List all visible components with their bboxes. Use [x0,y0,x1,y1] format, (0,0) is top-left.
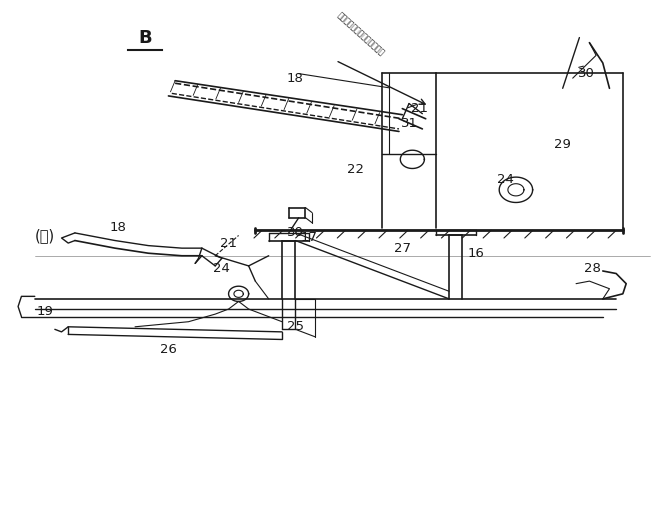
Text: 18: 18 [287,72,304,85]
Text: 18: 18 [110,221,127,234]
Text: 29: 29 [554,138,571,151]
Text: 24: 24 [213,262,230,275]
Text: 21: 21 [220,237,237,250]
Text: 19: 19 [36,305,53,318]
Text: 16: 16 [468,247,484,260]
Text: 17: 17 [300,231,317,244]
Text: 30: 30 [578,67,595,80]
Text: 弱いスプリングを矢印方向に: 弱いスプリングを矢印方向に [336,11,386,58]
Text: 28: 28 [584,262,601,275]
Text: 30: 30 [287,227,304,240]
Text: 31: 31 [401,117,417,130]
Text: 24: 24 [497,173,515,186]
Text: 25: 25 [287,320,304,333]
Text: B: B [138,29,152,46]
Text: (口): (口) [35,228,55,243]
Text: 26: 26 [160,343,177,356]
Text: 21: 21 [411,102,427,115]
Text: 22: 22 [347,163,364,176]
Text: 27: 27 [394,242,411,255]
